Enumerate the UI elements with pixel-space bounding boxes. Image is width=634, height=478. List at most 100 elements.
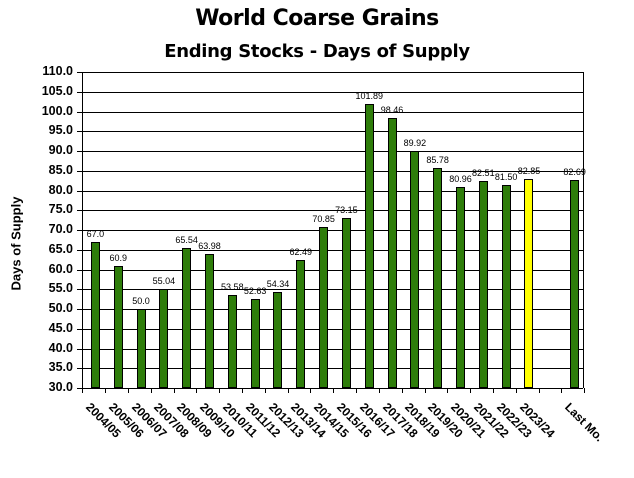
y-tick [77, 348, 83, 350]
gridline [83, 230, 583, 231]
y-tick-label: 100.0 [41, 103, 73, 118]
gridline [83, 131, 583, 133]
x-tick [538, 388, 540, 393]
y-tick-label: 70.0 [48, 222, 73, 236]
x-tick [173, 388, 175, 393]
bar-value-label: 80.96 [449, 173, 472, 184]
y-tick [77, 111, 83, 113]
gridline [83, 388, 583, 389]
bar-value-label: 50.0 [132, 296, 150, 306]
gridline [83, 210, 583, 212]
y-tick-label: 40.0 [48, 340, 73, 355]
x-tick [447, 388, 449, 393]
y-tick-label: 65.0 [48, 241, 73, 256]
gridline [83, 249, 583, 251]
y-tick [77, 309, 83, 310]
bar [433, 167, 443, 388]
x-tick [264, 388, 266, 393]
bar-value-label: 70.85 [312, 213, 335, 224]
x-tick [105, 388, 107, 393]
y-tick-label: 75.0 [48, 202, 73, 217]
bar-value-label: 60.9 [109, 252, 127, 263]
y-tick-label: 30.0 [48, 380, 73, 394]
y-tick [77, 72, 83, 73]
bar-value-label: 82.69 [563, 166, 586, 177]
bar-value-label: 82.85 [517, 166, 541, 177]
x-tick [356, 388, 358, 393]
x-tick [82, 388, 84, 393]
x-tick [470, 388, 472, 393]
bar [319, 226, 329, 388]
bar [273, 291, 283, 388]
bar [90, 241, 100, 388]
y-tick-label: 35.0 [48, 360, 73, 375]
x-tick [333, 388, 335, 393]
y-tick [77, 230, 83, 231]
y-tick [77, 249, 83, 251]
bar-value-label: 73.15 [335, 204, 358, 215]
x-tick [196, 388, 198, 393]
bar-value-label: 81.50 [494, 171, 518, 182]
bar-value-label: 85.78 [426, 154, 449, 165]
bar-value-label: 67.0 [86, 228, 105, 239]
bar [250, 298, 260, 388]
x-tick [241, 388, 243, 393]
y-tick [77, 289, 83, 291]
bar [387, 117, 397, 388]
x-tick [515, 388, 517, 393]
x-tick [219, 388, 221, 393]
y-tick-label: 85.0 [48, 162, 73, 177]
y-tick-label: 50.0 [48, 301, 73, 315]
bar [341, 217, 351, 388]
chart-subtitle: Ending Stocks - Days of Supply [164, 41, 470, 62]
y-tick-label: 60.0 [48, 261, 73, 276]
y-tick [77, 190, 83, 192]
y-tick [77, 368, 83, 370]
bar-value-label: 89.92 [403, 138, 427, 149]
y-tick [77, 151, 83, 152]
bar [410, 151, 420, 388]
bar-value-label: 101.89 [355, 91, 383, 102]
gridline [83, 269, 583, 271]
gridline [83, 91, 583, 93]
x-tick [150, 388, 152, 393]
bar [205, 253, 214, 388]
bar [227, 294, 237, 388]
bar-value-label: 53.58 [221, 281, 244, 292]
x-tick [492, 388, 494, 393]
bar [136, 309, 146, 388]
bar [296, 259, 306, 388]
gridline [83, 309, 583, 310]
x-tick [584, 388, 586, 393]
x-tick [378, 388, 380, 393]
x-tick [561, 388, 563, 393]
gridline [83, 368, 583, 370]
bar [182, 247, 192, 388]
bar-value-label: 65.54 [175, 234, 198, 245]
x-tick [287, 388, 289, 393]
y-tick-label: 105.0 [41, 83, 73, 98]
y-tick-label: 55.0 [48, 281, 73, 296]
bar [456, 186, 465, 388]
gridline [83, 190, 583, 192]
bar [478, 180, 488, 388]
chart-title: World Coarse Grains [195, 6, 439, 31]
bar-value-label: 62.49 [289, 246, 313, 257]
bar-value-label: 52.63 [243, 285, 267, 296]
y-tick-label: 90.0 [48, 143, 73, 157]
bar [159, 289, 169, 388]
y-tick [77, 91, 83, 93]
y-tick-label: 45.0 [48, 320, 73, 335]
y-tick [77, 269, 83, 271]
gridline [83, 151, 583, 152]
gridline [83, 289, 583, 291]
y-tick [77, 131, 83, 133]
bar-value-label: 63.98 [198, 240, 221, 251]
gridline [83, 111, 583, 113]
y-tick-label: 95.0 [48, 123, 73, 138]
y-tick [77, 388, 83, 389]
plot-area: 110.0 105.0 100.0 95.0 90.0 85.0 80.0 75.0 70.0 6… [42, 64, 607, 444]
x-tick [424, 388, 426, 393]
y-tick-label: 110.0 [42, 64, 73, 78]
bar [113, 265, 123, 388]
